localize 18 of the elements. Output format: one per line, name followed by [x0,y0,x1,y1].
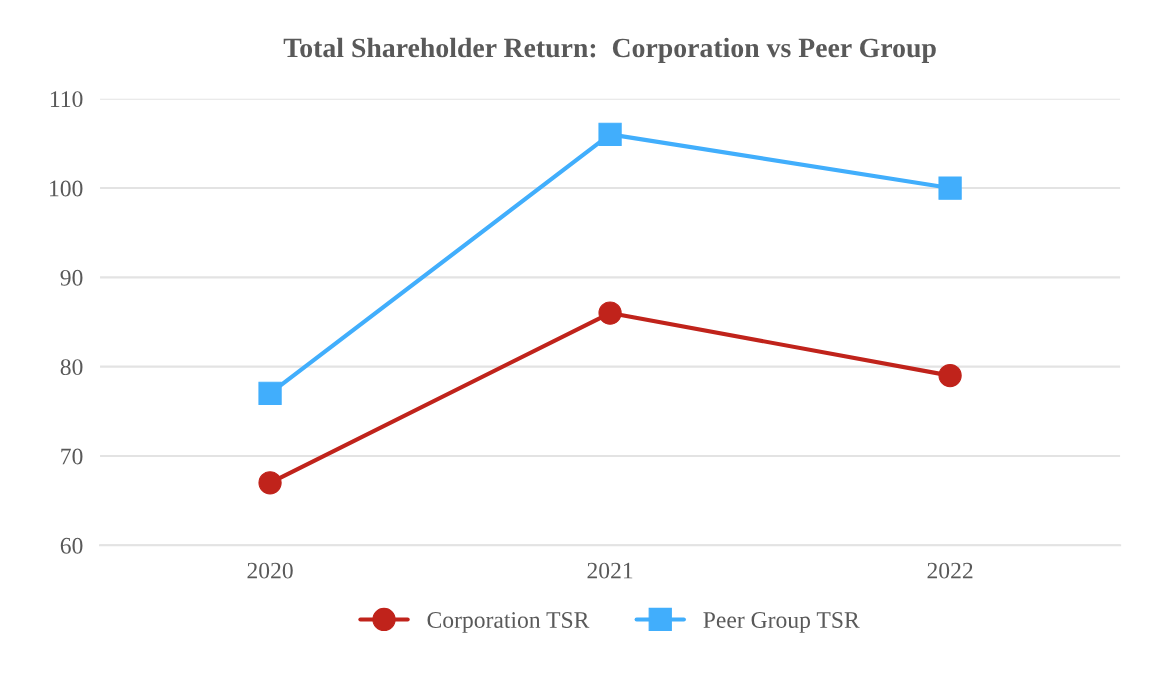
legend-label: Corporation TSR [427,612,590,633]
x-tick-label: 2020 [247,562,293,579]
x-tick-label: 2021 [587,562,633,579]
y-tick-label: 100 [50,180,83,197]
y-tick-label: 80 [60,359,83,376]
point [938,363,962,388]
legend-label: Peer Group TSR [703,612,860,633]
y-tick-label: 110 [50,91,83,108]
point [258,381,282,406]
x-tick-label: 2022 [927,562,973,579]
point [598,122,622,147]
point [938,176,962,200]
y-tick-label: 60 [60,537,83,554]
y-tick-label: 70 [61,448,83,465]
point [598,301,622,325]
y-tick-label: 90 [60,269,83,286]
point [258,471,282,495]
chart-title: Total Shareholder Return: Corporation vs Peer Group [283,37,936,63]
